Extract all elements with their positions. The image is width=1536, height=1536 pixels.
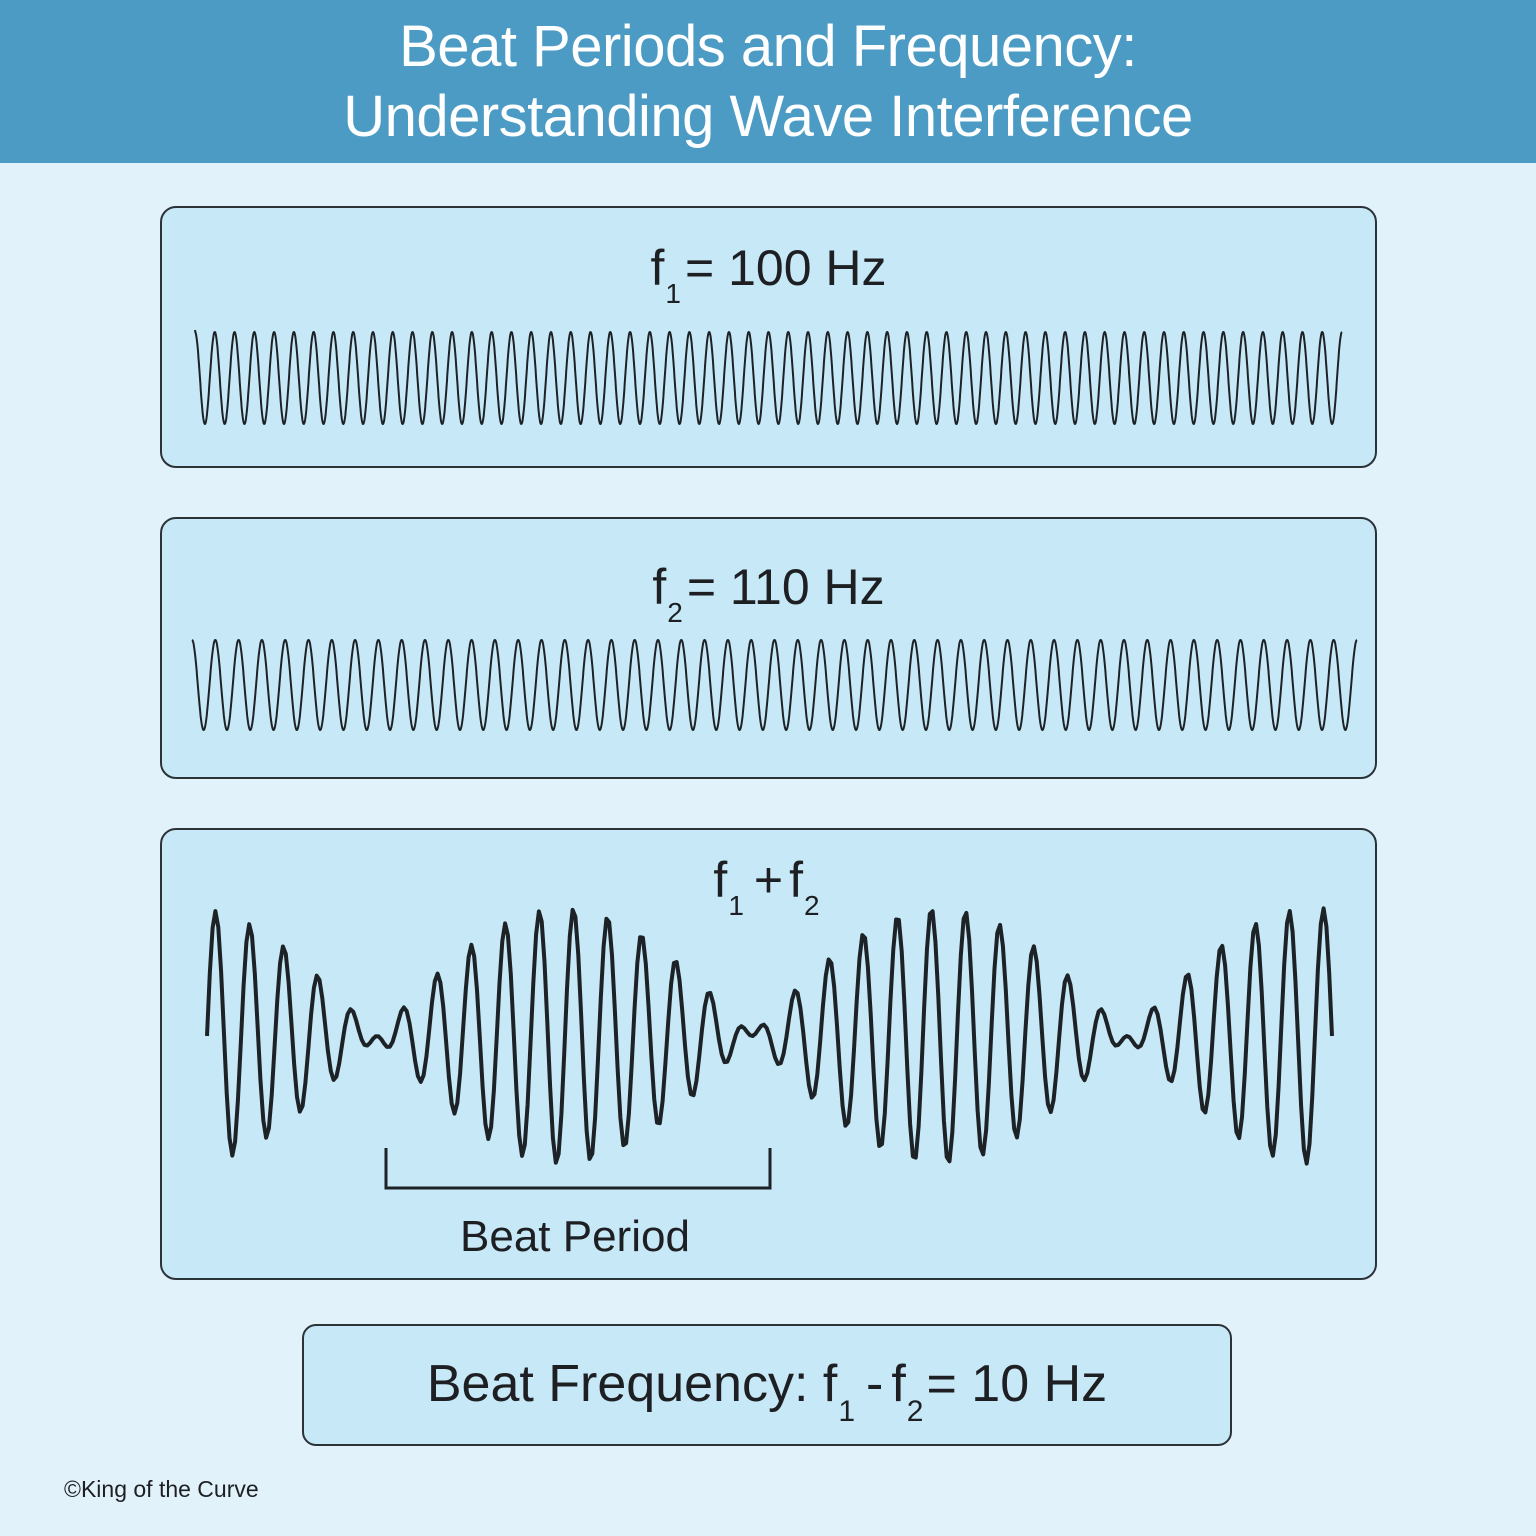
wave-f2-plot — [191, 639, 1358, 731]
f2-subscript: 2 — [667, 597, 683, 628]
wave-sum-panel: f1 + f2 Beat Period — [160, 828, 1377, 1280]
plus-sign: + — [753, 852, 784, 908]
beat-frequency-result: = 10 Hz — [926, 1355, 1108, 1413]
f1-value: = 100 Hz — [684, 240, 887, 296]
wave-f1-plot — [194, 329, 1343, 425]
title-banner: Beat Periods and Frequency: Understandin… — [0, 0, 1536, 163]
title-line-2: Understanding Wave Interference — [343, 83, 1193, 149]
f1-symbol: f — [650, 240, 665, 296]
wave-f2-panel: f2= 110 Hz — [160, 517, 1377, 779]
beat-period-label: Beat Period — [460, 1212, 690, 1261]
bf-f2-subscript: 2 — [906, 1395, 924, 1428]
wave-f2-label: f2= 110 Hz — [162, 559, 1375, 641]
beat-frequency-formula: Beat Frequency: f1- f2= 10 Hz — [304, 1354, 1230, 1442]
bf-f1-symbol: f — [822, 1355, 838, 1413]
bf-f2-symbol: f — [891, 1355, 906, 1413]
f1-subscript: 1 — [665, 278, 681, 309]
sum-f2-symbol: f — [789, 852, 803, 908]
sum-f2-subscript: 2 — [804, 890, 820, 921]
wave-sum-label: f1 + f2 — [162, 852, 1375, 934]
bf-f1-subscript: 1 — [838, 1395, 855, 1428]
sum-f1-symbol: f — [713, 852, 728, 908]
f2-value: = 110 Hz — [686, 559, 885, 615]
wave-f1-label: f1= 100 Hz — [162, 240, 1375, 322]
sum-f1-subscript: 1 — [728, 890, 744, 921]
wave-f1-panel: f1= 100 Hz — [160, 206, 1377, 468]
wave-sum-plot — [205, 906, 1334, 1166]
copyright-notice: ©King of the Curve — [64, 1476, 259, 1502]
title-line-1: Beat Periods and Frequency: — [399, 13, 1137, 79]
f2-symbol: f — [652, 559, 667, 615]
beat-frequency-box: Beat Frequency: f1- f2= 10 Hz — [302, 1324, 1232, 1446]
minus-sign: - — [866, 1355, 884, 1413]
beat-frequency-prefix: Beat Frequency: — [426, 1355, 809, 1413]
